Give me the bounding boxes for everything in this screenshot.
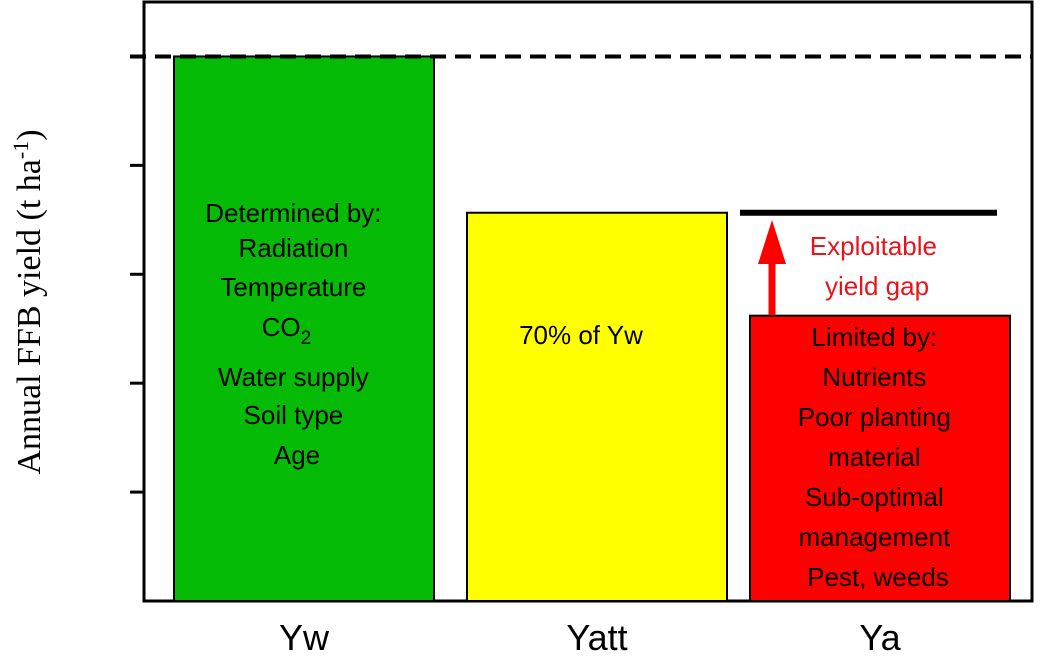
bar-yw [173,55,435,603]
category-label: Yatt [566,617,627,656]
ya-annotation-line: Limited by: [812,322,938,352]
y-axis-label-main: Annual FFB yield (t ha [11,159,48,474]
reference-lines [130,54,1032,216]
yw-annotation-line: Age [274,440,320,470]
yatt-annotation-line: 70% of Yw [519,320,643,350]
category-label: Ya [859,617,901,656]
yw-annotation-line: Radiation [238,233,348,263]
yatt-annotation: 70% of Yw [519,320,643,350]
bars [173,55,1011,603]
ya-annotation-line: management [799,522,952,552]
y-axis-ticks [130,54,144,494]
category-label: Yw [279,617,330,656]
bar-ya [749,314,1011,602]
yw-annotation-line: Temperature [220,272,366,302]
co2-subscript: 2 [301,328,312,349]
yw-annotation-line: Soil type [244,400,344,430]
y-axis-label-superscript: -1 [8,141,33,159]
yield-gap-label-line: Exploitable [810,231,937,261]
yw-annotation-line: CO [262,312,301,342]
ya-annotation-line: Poor planting [798,402,951,432]
yw-annotation-line: Determined by: [205,198,381,228]
yw-annotation: Determined by: Radiation Temperature CO2… [205,198,389,470]
ya-annotation-line: Pest, weeds [807,562,949,592]
category-labels: Yw Yatt Ya [279,617,902,656]
bar-yatt [466,211,728,602]
y-axis-label: Annual FFB yield (t ha-1) [8,129,48,474]
ya-annotation-line: Nutrients [822,362,926,392]
yield-gap-label-line: yield gap [825,271,929,301]
ya-annotation-line: Sub-optimal [805,482,944,512]
ya-annotation: Limited by: Nutrients Poor planting mate… [798,322,958,592]
yield-gap-arrow-head [758,220,786,264]
yield-gap-label: Exploitable yield gap [810,231,944,301]
yield-gap-arrow-icon [758,220,786,315]
ya-annotation-line: material [828,442,920,472]
yw-annotation-line: Water supply [218,362,369,392]
y-axis-label-closing: ) [11,129,48,140]
